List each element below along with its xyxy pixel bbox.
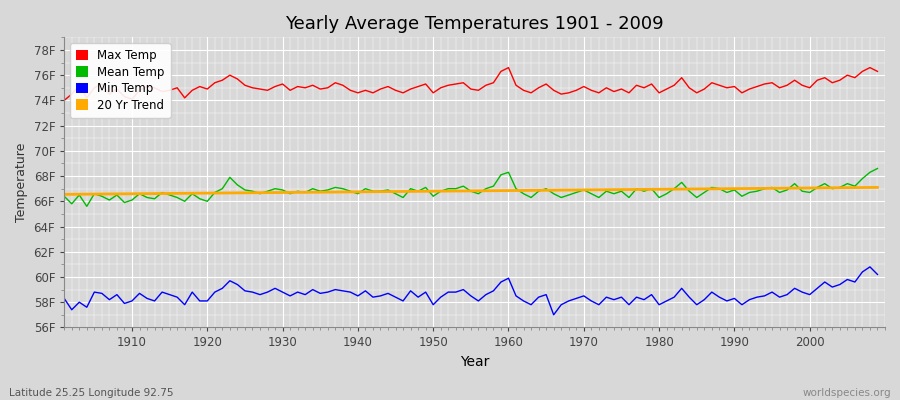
X-axis label: Year: Year <box>460 355 490 369</box>
Max Temp <box>119 94 130 99</box>
Max Temp <box>510 83 521 88</box>
Mean Temp <box>601 189 612 194</box>
Min Temp <box>58 296 69 301</box>
Text: Latitude 25.25 Longitude 92.75: Latitude 25.25 Longitude 92.75 <box>9 388 174 398</box>
Mean Temp <box>81 204 92 209</box>
Line: Max Temp: Max Temp <box>64 68 878 100</box>
Max Temp <box>330 80 341 85</box>
Mean Temp <box>127 198 138 202</box>
Y-axis label: Temperature: Temperature <box>15 143 28 222</box>
Mean Temp <box>510 186 521 191</box>
Max Temp <box>503 65 514 70</box>
Min Temp <box>503 276 514 281</box>
Mean Temp <box>503 170 514 175</box>
Max Temp <box>601 85 612 90</box>
Line: Mean Temp: Mean Temp <box>64 168 878 206</box>
Mean Temp <box>58 194 69 199</box>
Min Temp <box>548 312 559 317</box>
Mean Temp <box>338 186 348 191</box>
Line: Min Temp: Min Temp <box>64 267 878 315</box>
Min Temp <box>119 301 130 306</box>
Title: Yearly Average Temperatures 1901 - 2009: Yearly Average Temperatures 1901 - 2009 <box>285 15 664 33</box>
Mean Temp <box>872 166 883 171</box>
Min Temp <box>601 295 612 300</box>
Min Temp <box>330 287 341 292</box>
Max Temp <box>872 69 883 74</box>
Min Temp <box>284 294 295 298</box>
Min Temp <box>496 280 507 284</box>
Min Temp <box>872 272 883 277</box>
Text: worldspecies.org: worldspecies.org <box>803 388 891 398</box>
Min Temp <box>865 264 876 269</box>
Legend: Max Temp, Mean Temp, Min Temp, 20 Yr Trend: Max Temp, Mean Temp, Min Temp, 20 Yr Tre… <box>70 43 170 118</box>
Max Temp <box>496 69 507 74</box>
Mean Temp <box>292 189 303 194</box>
Max Temp <box>284 88 295 93</box>
Max Temp <box>58 98 69 103</box>
